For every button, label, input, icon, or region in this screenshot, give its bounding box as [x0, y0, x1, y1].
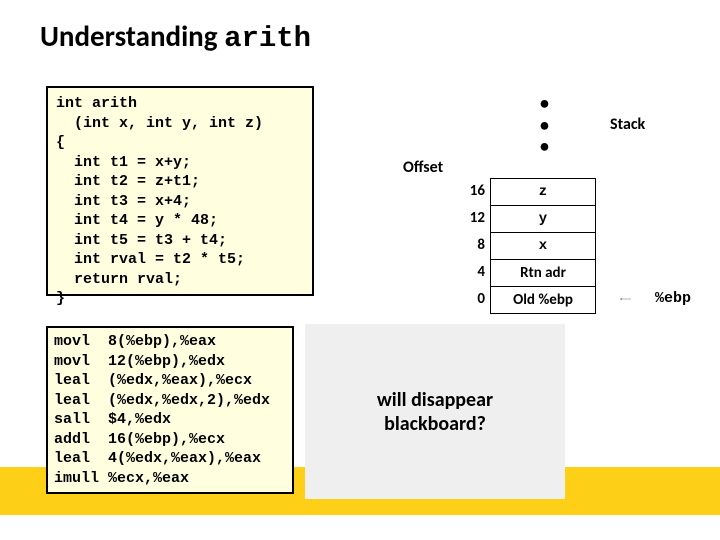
overlay-line2: blackboard? — [384, 412, 486, 436]
title-text: Understanding — [40, 18, 224, 54]
offset-16: 16 — [455, 182, 485, 200]
stack-cell-oldebp: Old %ebp — [491, 287, 596, 314]
ebp-arrow-icon — [598, 298, 653, 300]
offset-0: 0 — [455, 290, 485, 308]
overlay-box: will disappear blackboard? — [305, 324, 565, 499]
overlay-line1: will disappear — [377, 388, 493, 412]
stack-cell-y: y — [491, 206, 596, 233]
stack-cell-z: z — [491, 179, 596, 206]
offset-12: 12 — [455, 209, 485, 227]
asm-code-block: movl 8(%ebp),%eax movl 12(%ebp),%edx lea… — [46, 326, 294, 494]
ebp-label: %ebp — [655, 290, 691, 307]
offset-8: 8 — [455, 236, 485, 254]
stack-table: z y x Rtn adr Old %ebp — [490, 178, 596, 314]
stack-cell-x: x — [491, 233, 596, 260]
page-title: Understanding arith — [40, 18, 311, 55]
stack-dots: ••• — [540, 93, 549, 158]
offset-4: 4 — [455, 263, 485, 281]
title-code: arith — [224, 22, 311, 55]
c-code-block: int arith (int x, int y, int z) { int t1… — [46, 86, 314, 296]
stack-cell-rtn: Rtn adr — [491, 260, 596, 287]
stack-label: Stack — [610, 115, 645, 134]
offset-label: Offset — [403, 158, 443, 177]
